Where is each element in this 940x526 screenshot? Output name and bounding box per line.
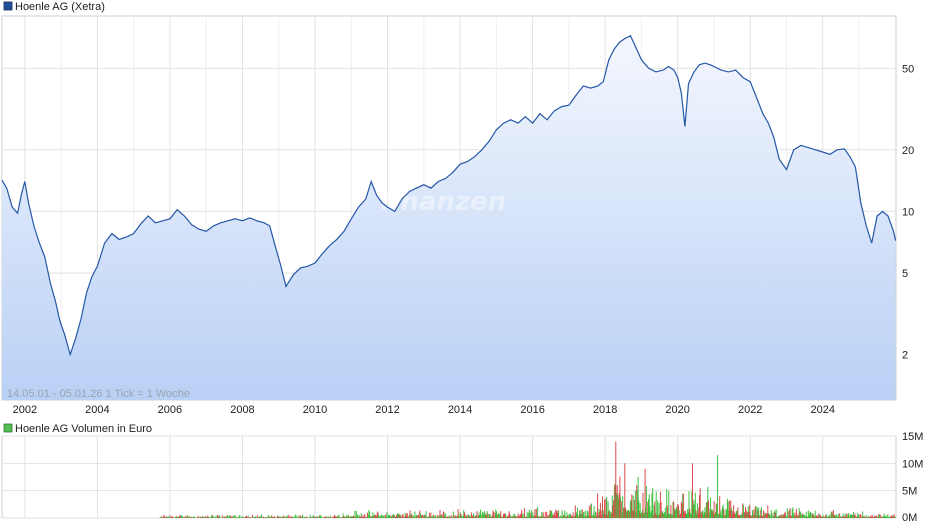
y-tick-label: 2: [902, 350, 908, 362]
x-tick-label: 2018: [593, 404, 617, 416]
volume-legend-label: Hoenle AG Volumen in Euro: [15, 423, 152, 435]
price-legend: Hoenle AG (Xetra): [3, 1, 105, 13]
volume-y-axis: 0M 5M 10M 15M: [902, 431, 923, 524]
price-line: [1, 34, 897, 357]
price-legend-swatch: [3, 1, 13, 11]
x-tick-label: 2006: [158, 404, 182, 416]
watermark: finanzen: [380, 187, 506, 217]
price-legend-label: Hoenle AG (Xetra): [15, 1, 105, 13]
x-tick-label: 2012: [375, 404, 399, 416]
volume-y-tick-label: 0M: [902, 512, 917, 524]
x-tick-label: 2002: [13, 404, 37, 416]
price-y-axis: 2 5 10 20 50: [902, 63, 914, 361]
x-tick-label: 2022: [738, 404, 762, 416]
y-tick-label: 5: [902, 268, 908, 280]
x-tick-label: 2016: [520, 404, 544, 416]
y-tick-label: 20: [902, 145, 914, 157]
price-x-axis: 2002 2004 2006 2008 2010 2012 2014 2016 2018 2020…: [13, 404, 835, 416]
x-tick-label: 2020: [665, 404, 689, 416]
x-tick-label: 2010: [303, 404, 327, 416]
volume-y-tick-label: 10M: [902, 458, 923, 470]
date-range-info: 14.05.01 - 05.01.26 1 Tick = 1 Woche: [7, 388, 190, 400]
volume-legend: Hoenle AG Volumen in Euro: [3, 423, 152, 435]
x-tick-label: 2024: [810, 404, 834, 416]
y-tick-label: 10: [902, 206, 914, 218]
x-tick-label: 2008: [230, 404, 254, 416]
y-tick-label: 50: [902, 63, 914, 75]
volume-y-tick-label: 5M: [902, 486, 917, 498]
volume-panel: 0M 5M 10M 15M: [1, 431, 923, 524]
volume-legend-swatch: [3, 423, 13, 433]
x-tick-label: 2014: [448, 404, 472, 416]
volume-bars: [159, 441, 896, 518]
x-tick-label: 2004: [85, 404, 109, 416]
price-area: [2, 35, 896, 401]
volume-y-tick-label: 15M: [902, 431, 923, 443]
volume-plot-frame: [1, 435, 897, 519]
